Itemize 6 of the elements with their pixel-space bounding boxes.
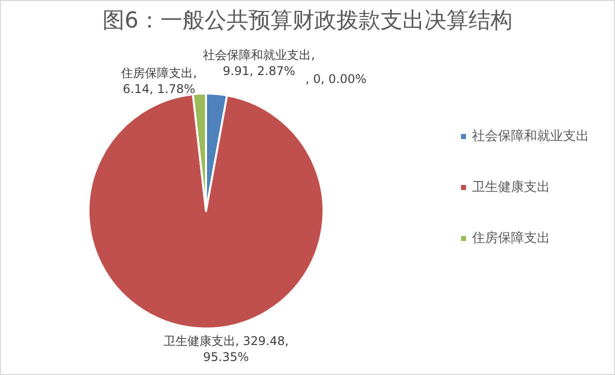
chart-title: 图6：一般公共预算财政拨款支出决算结构 xyxy=(102,8,512,34)
data-label: 卫生健康支出, 329.48, 95.35% xyxy=(163,334,289,364)
legend-label: 卫生健康支出 xyxy=(472,180,550,195)
legend-label: 住房保障支出 xyxy=(471,230,550,246)
legend-label: 社会保障和就业支出 xyxy=(472,129,589,144)
data-label: 住房保障支出, 6.14, 1.78% xyxy=(120,66,197,96)
